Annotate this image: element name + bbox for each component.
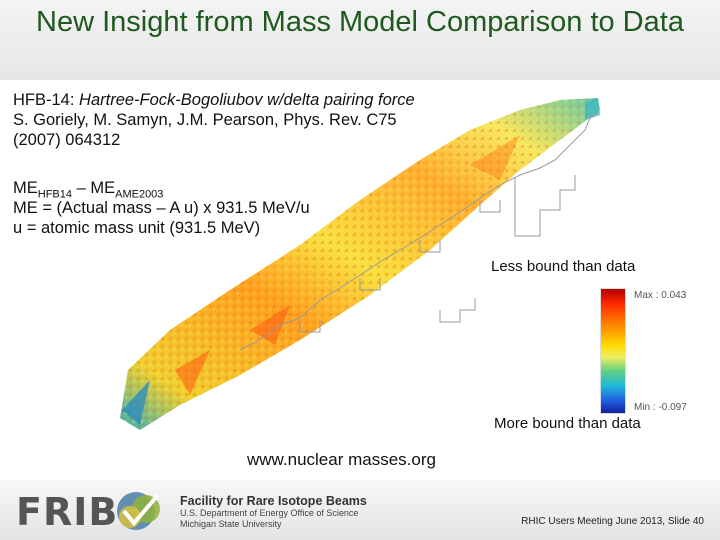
color-scale-bar: [600, 288, 626, 414]
model-prefix: HFB-14:: [13, 91, 80, 109]
me-sub-2: AME2003: [115, 188, 164, 201]
scale-min-label: Min : -0.097: [634, 402, 687, 413]
citation-line: (2007) 064312: [13, 131, 121, 149]
definition-block: MEHFB14 – MEAME2003 ME = (Actual mass – …: [13, 178, 310, 238]
more-bound-label: More bound than data: [492, 415, 643, 432]
scale-max-label: Max : 0.043: [634, 290, 687, 301]
less-bound-label: Less bound than data: [489, 258, 638, 275]
me-label-1: ME: [13, 179, 38, 197]
slide-title: New Insight from Mass Model Comparison t…: [36, 6, 684, 38]
formula-line: ME = (Actual mass – A u) x 931.5 MeV/u: [13, 199, 310, 217]
nuclide-band: [120, 98, 600, 430]
unit-definition-line: u = atomic mass unit (931.5 MeV): [13, 219, 261, 237]
me-difference-line: MEHFB14 – MEAME2003: [13, 178, 310, 201]
me-sub-1: HFB14: [37, 188, 72, 201]
dash: –: [72, 179, 91, 197]
facility-text: Facility for Rare Isotope Beams U.S. Dep…: [180, 494, 367, 530]
facility-sub-msu: Michigan State University: [180, 519, 282, 529]
authors-line: S. Goriely, M. Samyn, J.M. Pearson, Phys…: [13, 111, 397, 129]
facility-name: Facility for Rare Isotope Beams: [180, 494, 367, 508]
facility-sub-doe: U.S. Department of Energy Office of Scie…: [180, 508, 359, 518]
slide-footer-meeting: RHIC Users Meeting June 2013, Slide 40: [521, 516, 704, 527]
model-description: Hartree-Fock-Bogoliubov w/delta pairing …: [79, 91, 415, 109]
me-label-2: ME: [90, 179, 116, 197]
measured-nuclei-outline: [239, 111, 599, 351]
frib-logo: FRIB: [16, 490, 119, 534]
website-url[interactable]: www.nuclear masses.org: [247, 450, 436, 469]
reference-block: HFB-14: Hartree-Fock-Bogoliubov w/delta …: [13, 90, 415, 150]
frib-emblem-icon: [117, 492, 160, 530]
title-band: [0, 0, 720, 80]
model-line: HFB-14: Hartree-Fock-Bogoliubov w/delta …: [13, 90, 415, 110]
